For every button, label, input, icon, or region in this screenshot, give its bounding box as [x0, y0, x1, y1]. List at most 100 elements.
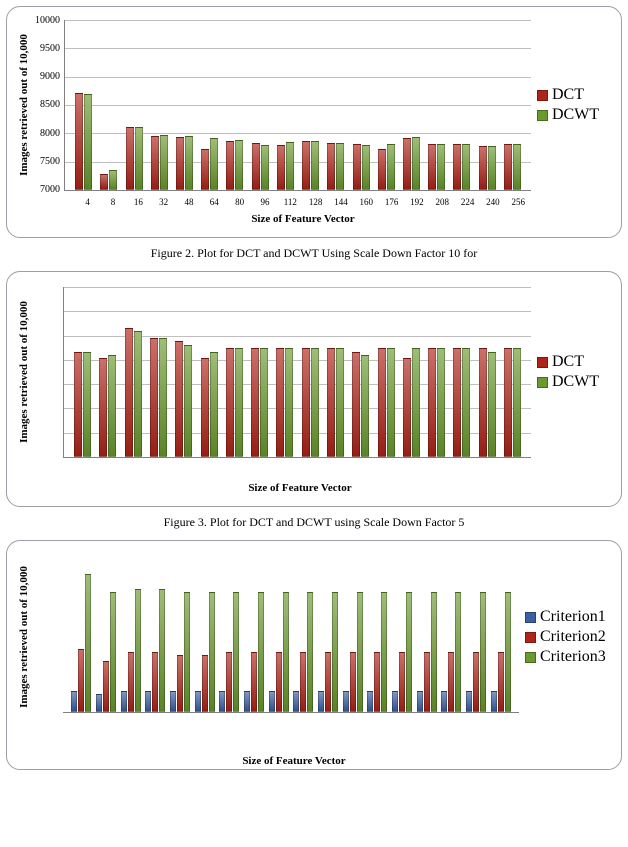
bar	[276, 652, 282, 712]
bar	[453, 348, 461, 457]
bar	[150, 338, 158, 457]
legend-label: Criterion3	[540, 648, 606, 666]
plot-area-fig3	[63, 287, 531, 458]
bar	[350, 652, 356, 712]
bar	[184, 345, 192, 457]
legend-row: DCT	[537, 353, 599, 371]
bar	[362, 145, 370, 190]
bar	[437, 144, 445, 190]
bar-group	[348, 144, 373, 190]
bar	[367, 691, 373, 712]
legend-row: Criterion2	[525, 628, 606, 646]
bar	[479, 348, 487, 457]
bar	[110, 592, 116, 712]
bar-group	[365, 592, 390, 712]
bar	[96, 694, 102, 712]
bar	[462, 348, 470, 457]
bar	[406, 592, 412, 712]
bar	[160, 135, 168, 190]
bar	[260, 348, 268, 457]
bar	[252, 143, 260, 190]
bar	[403, 358, 411, 457]
bar	[361, 355, 369, 457]
y-axis-title-wrap: Images retrieved out of 10,000	[13, 549, 35, 725]
bar-group	[399, 348, 424, 457]
bar	[437, 348, 445, 457]
bar	[126, 127, 134, 190]
legend-label: Criterion1	[540, 608, 606, 626]
bar-group	[464, 592, 489, 712]
bar-group	[121, 127, 146, 190]
bar	[392, 691, 398, 712]
bar	[479, 146, 487, 190]
bar	[251, 348, 259, 457]
bar	[428, 348, 436, 457]
bar	[300, 652, 306, 712]
bar-group	[340, 592, 365, 712]
legend-row: DCWT	[537, 106, 599, 124]
bar-group	[272, 348, 297, 457]
bar	[209, 592, 215, 712]
y-tick-label: 8000	[40, 128, 60, 139]
bar	[505, 592, 511, 712]
bar-group	[222, 348, 247, 457]
bar	[78, 649, 84, 712]
legend-row: Criterion1	[525, 608, 606, 626]
legend-label: DCWT	[552, 373, 599, 391]
bar	[480, 592, 486, 712]
bar-group	[242, 592, 267, 712]
bar	[424, 652, 430, 712]
bar	[302, 141, 310, 190]
bar	[84, 94, 92, 190]
bar	[159, 589, 165, 712]
bar	[332, 592, 338, 712]
bar	[412, 137, 420, 190]
bar	[285, 348, 293, 457]
bar	[145, 691, 151, 712]
legend-fig4: Criterion1 Criterion2 Criterion3	[525, 606, 606, 668]
bar-group	[71, 93, 96, 190]
bar	[195, 691, 201, 712]
y-tick-label: 7500	[40, 156, 60, 167]
bar-group	[118, 589, 143, 712]
legend-swatch	[537, 377, 548, 388]
bar-group	[196, 352, 221, 457]
bar-group	[488, 592, 513, 712]
legend-swatch	[537, 357, 548, 368]
legend-swatch	[525, 652, 536, 663]
bar	[387, 348, 395, 457]
x-axis-title-fig4: Size of Feature Vector	[63, 755, 525, 767]
bar	[286, 142, 294, 190]
bar-group	[147, 135, 172, 190]
chart-panel-fig3: Images retrieved out of 10,000 DCTDCWT 4…	[6, 271, 622, 507]
bars-layer	[63, 562, 519, 712]
bar	[378, 149, 386, 190]
bar	[283, 592, 289, 712]
bar	[466, 691, 472, 712]
bar	[448, 652, 454, 712]
x-tick-label: 224	[455, 197, 480, 207]
legend-label: DCT	[552, 353, 584, 371]
bar	[74, 352, 82, 457]
y-tick-label: 10000	[35, 15, 60, 26]
bar-group	[298, 348, 323, 457]
legend-row: DCT	[537, 86, 599, 104]
x-tick-label: 16	[126, 197, 151, 207]
x-tick-label: 176	[379, 197, 404, 207]
bar-group	[197, 138, 222, 190]
bar	[109, 170, 117, 190]
bar	[170, 691, 176, 712]
bar	[235, 348, 243, 457]
bar-group	[449, 348, 474, 457]
bar	[352, 352, 360, 457]
bar	[108, 355, 116, 457]
bar-group	[291, 592, 316, 712]
bar-group	[424, 348, 449, 457]
x-tick-label: 80	[227, 197, 252, 207]
bars-layer	[65, 20, 531, 190]
bar	[318, 691, 324, 712]
legend-swatch	[525, 612, 536, 623]
bar-group	[266, 592, 291, 712]
bar-group	[146, 338, 171, 457]
caption-fig2: Figure 2. Plot for DCT and DCWT Using Sc…	[6, 246, 622, 261]
